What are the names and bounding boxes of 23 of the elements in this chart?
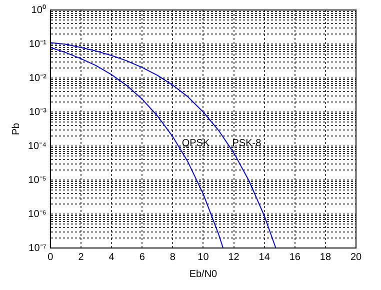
- x-tick-label: 12: [228, 252, 240, 263]
- annotation: PSK-8: [232, 138, 262, 150]
- y-tick-label: 10⁻¹: [28, 38, 48, 50]
- x-tick-label: 2: [78, 252, 84, 263]
- x-tick-label: 8: [170, 252, 176, 263]
- y-tick-label: 10⁰: [31, 4, 46, 16]
- y-axis-title: Pb: [10, 122, 22, 136]
- x-tick-label: 4: [108, 252, 115, 263]
- x-tick-label: 6: [139, 252, 146, 263]
- x-tick-label: 14: [258, 252, 270, 263]
- y-tick-label: 10⁻⁷: [28, 242, 47, 254]
- x-tick-label: 20: [350, 252, 362, 263]
- y-tick-label: 10⁻⁴: [28, 140, 46, 152]
- y-tick-label: 10⁻²: [28, 72, 48, 84]
- x-tick-label: 10: [198, 252, 210, 263]
- x-tick-label: 0: [48, 252, 54, 263]
- x-tick-label: 18: [320, 252, 332, 263]
- y-tick-label: 10⁻⁶: [28, 208, 46, 220]
- y-tick-label: 10⁻³: [28, 106, 48, 118]
- x-axis-title: Eb/N0: [189, 268, 218, 280]
- y-tick-label: 10⁻⁵: [28, 174, 46, 186]
- x-tick-label: 16: [289, 252, 301, 263]
- annotation: QPSK: [182, 138, 210, 150]
